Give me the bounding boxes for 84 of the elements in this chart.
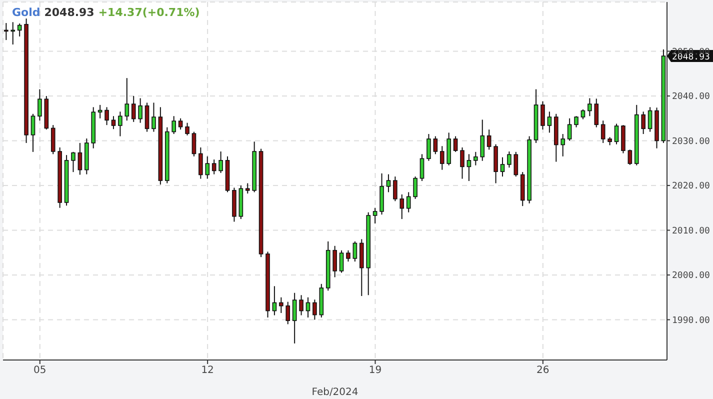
candlestick [440,146,444,170]
candlestick [245,182,250,194]
candlestick [560,134,566,157]
candlestick [111,116,116,130]
candlestick [594,98,599,128]
candlestick [420,154,424,182]
candlestick [580,108,586,120]
x-tick-label: 12 [201,365,214,376]
candlestick [205,156,210,180]
candlestick [138,98,142,124]
y-tick-label: 2040.00 [672,92,710,102]
candlestick [279,296,284,314]
candlestick [466,154,472,182]
candlestick [144,102,150,132]
candlestick [628,149,632,166]
candlestick [172,116,176,135]
candlestick [192,131,196,157]
candlestick [286,301,290,325]
candlestick [480,119,485,162]
annotation: +14.37(+0.71%) [98,6,200,19]
candlestick [198,146,203,180]
candlestick [500,156,505,178]
candlestick [648,106,652,132]
candlestick [339,250,344,274]
candlestick [453,136,458,152]
x-tick-label: 19 [368,365,382,376]
y-tick-label: 2030.00 [672,136,710,147]
candlestick [152,102,156,132]
candlestick [38,88,42,122]
candlestick [574,116,578,128]
candlestick [71,151,76,173]
candlestick [547,111,552,134]
candlestick [346,250,350,262]
candlestick [98,104,102,119]
candlestick [131,95,136,122]
candlestick [306,296,310,318]
y-tick-label: 2020.00 [672,182,710,192]
candlestick [641,111,646,135]
candlestick [30,113,36,152]
candlestick [4,22,8,41]
candlestick [567,118,572,142]
candlestick [614,123,619,145]
candlestick [178,118,183,130]
candlestick [10,22,16,46]
candlestick [78,142,82,176]
candlestick [104,106,109,126]
candlestick [426,134,431,162]
candlestick [292,292,297,344]
candlestick [460,146,464,180]
candlestick [413,176,418,200]
candlestick [540,100,545,130]
candlestick [393,176,398,202]
y-tick-label: 2000.00 [672,271,710,282]
candlestick [600,120,606,144]
candlestick [352,240,358,262]
x-axis-title: Feb/2024 [312,387,358,398]
candlestick [272,286,277,316]
candlestick [386,174,391,193]
chart-subtitle: 2048.93 [44,6,94,19]
y-tick-label: 1990.00 [672,316,710,326]
candlestick [514,151,518,178]
text: 2048.93 [672,52,710,63]
candlestick [312,299,317,320]
candlestick [507,150,512,168]
x-tick-label: 26 [536,365,550,376]
candlestick [486,129,492,150]
candlestick [406,192,411,213]
candlestick [332,245,337,278]
candlestick [372,207,378,224]
candlestick [17,22,22,37]
candlestick [124,78,130,122]
chart-title: Gold [12,6,40,19]
x-tick-label: 05 [34,365,46,376]
candlestick [400,194,404,220]
candlestick [299,294,304,316]
candlestick [118,111,122,137]
candlestick [185,122,190,136]
candlestick [50,124,56,155]
candlestick [474,151,478,166]
candlestick [588,98,592,117]
candlestick [218,150,223,174]
candlestick [212,159,216,175]
candlestick [433,136,438,155]
y-tick-label: 2010.00 [672,226,710,236]
